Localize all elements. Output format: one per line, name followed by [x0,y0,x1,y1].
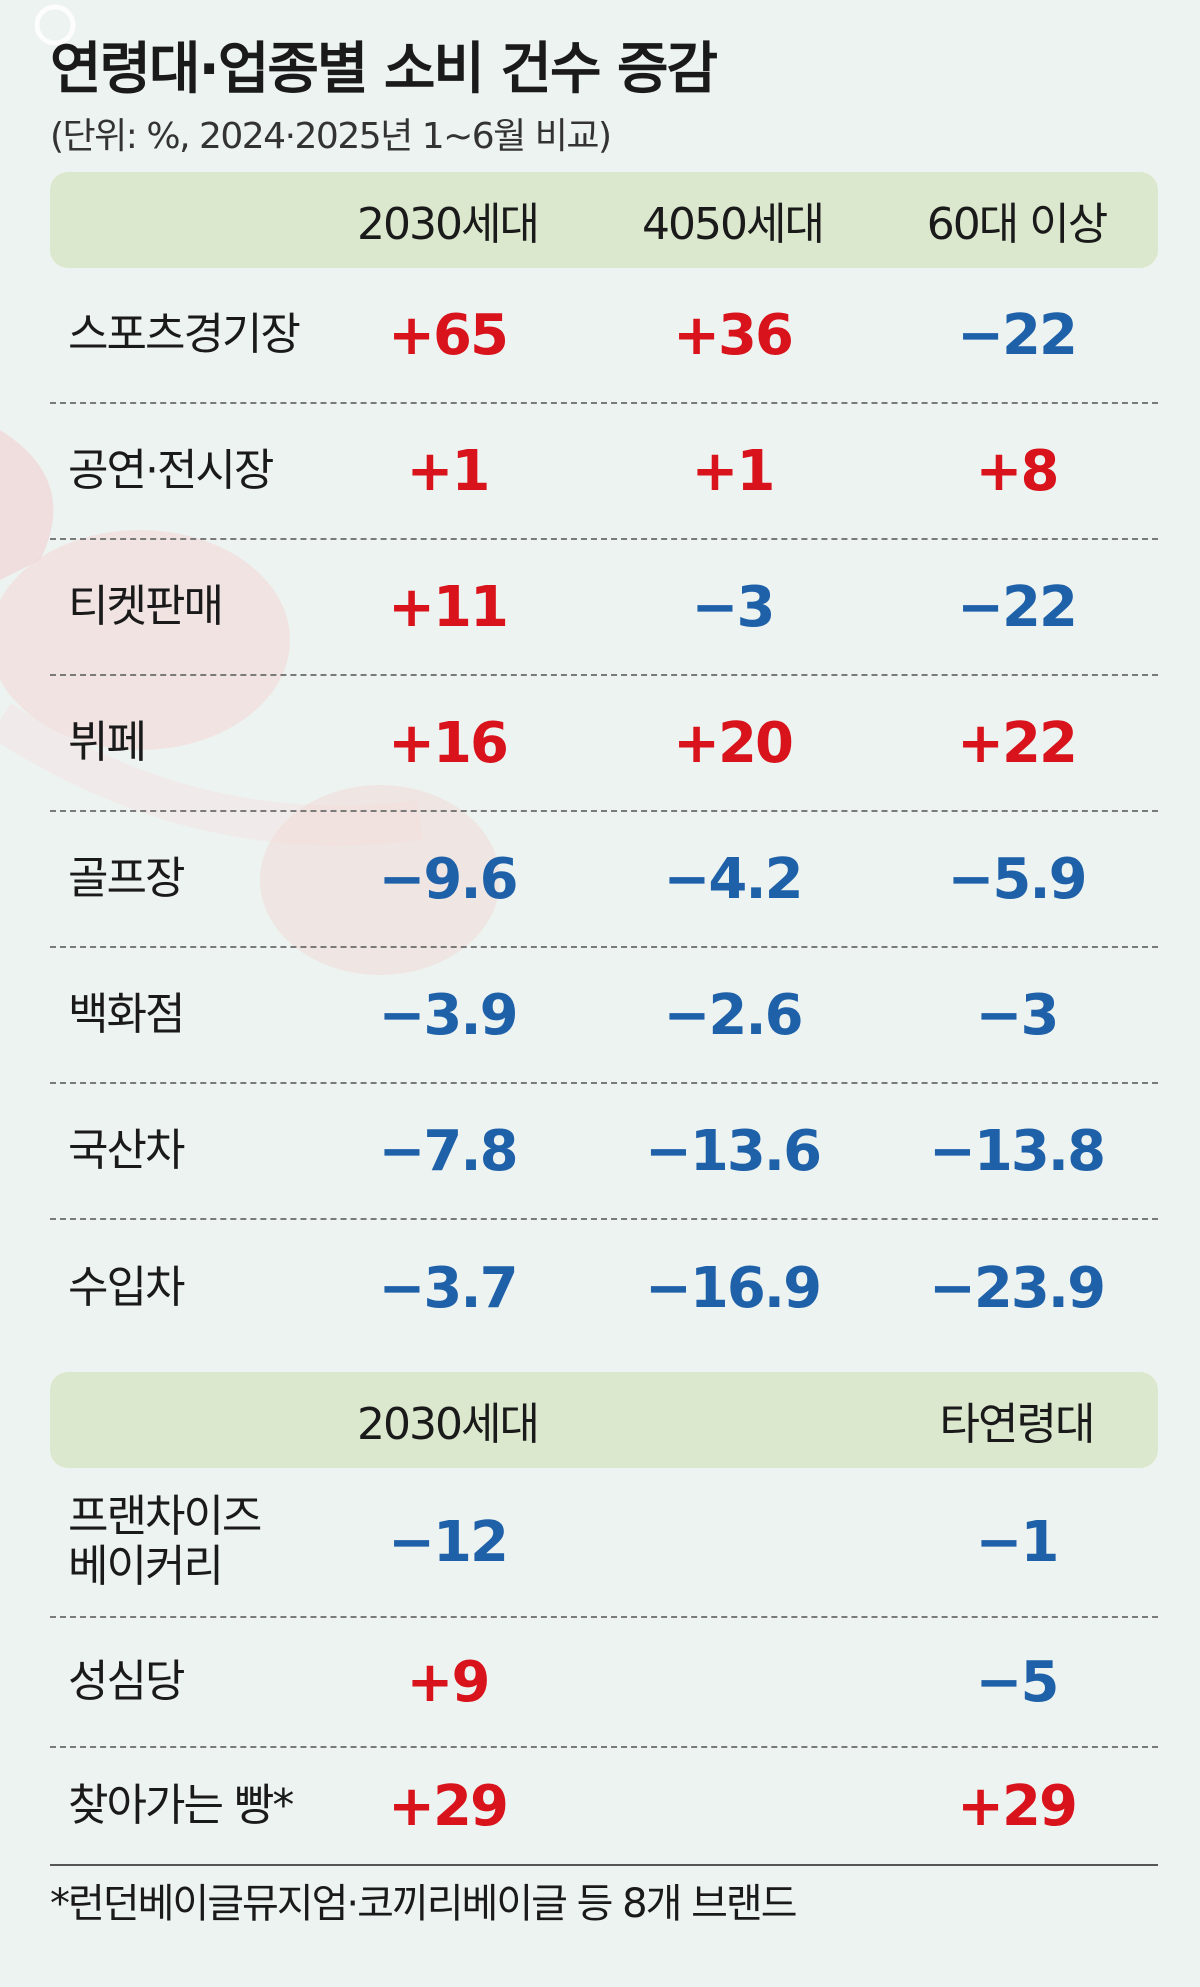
row-label: 찾아가는 빵* [68,1780,294,1831]
table-row: 프랜차이즈 베이커리 −12 −1 [50,1468,1158,1618]
data-value: +11 [388,574,509,640]
data-value: −23.9 [928,1255,1106,1321]
data-value: +29 [388,1773,509,1839]
table-row: 수입차 −3.7 −16.9 −23.9 [50,1220,1158,1356]
data-value: +36 [673,302,794,368]
data-value: −22 [957,302,1078,368]
data-value: −3.7 [378,1255,518,1321]
row-label: 국산차 [68,1125,185,1176]
column-header: 4050세대 [642,199,825,250]
row-label: 프랜차이즈 베이커리 [50,1492,305,1592]
table2-header: 2030세대 타연령대 [50,1372,1158,1468]
footnote: *런던베이글뮤지엄·코끼리베이글 등 8개 브랜드 [50,1881,798,1927]
table-row: 공연·전시장 +1 +1 +8 [50,404,1158,540]
table-row: 성심당 +9 −5 [50,1618,1158,1748]
table-row: 백화점 −3.9 −2.6 −3 [50,948,1158,1084]
data-value: +9 [406,1649,491,1715]
data-value: +22 [957,710,1078,776]
row-label: 티켓판매 [68,581,224,632]
data-value: −13.6 [644,1118,822,1184]
table2-body: 프랜차이즈 베이커리 −12 −1 성심당 +9 −5 찾아가는 빵* +29 +29 [50,1468,1158,1866]
data-value: −22 [957,574,1078,640]
row-label: 뷔페 [68,717,147,768]
table-row: 스포츠경기장 +65 +36 −22 [50,268,1158,404]
row-label: 백화점 [68,989,185,1040]
data-value: +20 [673,710,794,776]
data-value: −3 [975,982,1060,1048]
data-value: −5 [975,1649,1060,1715]
column-header: 2030세대 [357,1399,540,1450]
data-value: −9.6 [378,846,518,912]
data-value: −2.6 [663,982,803,1048]
row-label: 수입차 [68,1262,185,1313]
data-value: −3 [691,574,776,640]
table1-body: 스포츠경기장 +65 +36 −22 공연·전시장 +1 +1 +8 티켓판매 +11 −3 −22 뷔… [50,268,1158,1356]
table-row: 뷔페 +16 +20 +22 [50,676,1158,812]
data-value: −13.8 [928,1118,1106,1184]
table1-header: 2030세대 4050세대 60대 이상 [50,172,1158,268]
data-value: −4.2 [663,846,803,912]
column-header: 60대 이상 [926,199,1108,250]
data-value: −16.9 [644,1255,822,1321]
row-label: 골프장 [68,853,185,904]
data-value: +8 [975,438,1060,504]
column-header: 2030세대 [357,199,540,250]
row-label: 성심당 [68,1656,185,1707]
table-row: 국산차 −7.8 −13.6 −13.8 [50,1084,1158,1220]
data-value: −12 [388,1509,509,1575]
data-value: −3.9 [378,982,518,1048]
row-label-line: 베이커리 [68,1541,224,1592]
data-value: +1 [691,438,776,504]
data-value: +16 [388,710,509,776]
table-row: 티켓판매 +11 −3 −22 [50,540,1158,676]
chart-title: 연령대·업종별 소비 건수 증감 [50,37,718,102]
data-value: −5.9 [947,846,1087,912]
row-label-line: 프랜차이즈 [68,1491,262,1542]
chart-subtitle: (단위: %, 2024·2025년 1~6월 비교) [50,116,612,157]
table-row: 골프장 −9.6 −4.2 −5.9 [50,812,1158,948]
row-label: 공연·전시장 [68,445,274,496]
column-header: 타연령대 [939,1399,1096,1450]
data-value: −1 [975,1509,1060,1575]
data-value: −7.8 [378,1118,518,1184]
data-value: +65 [388,302,509,368]
data-value: +29 [957,1773,1078,1839]
data-value: +1 [406,438,491,504]
row-label: 스포츠경기장 [68,309,301,360]
table-row: 찾아가는 빵* +29 +29 [50,1748,1158,1866]
